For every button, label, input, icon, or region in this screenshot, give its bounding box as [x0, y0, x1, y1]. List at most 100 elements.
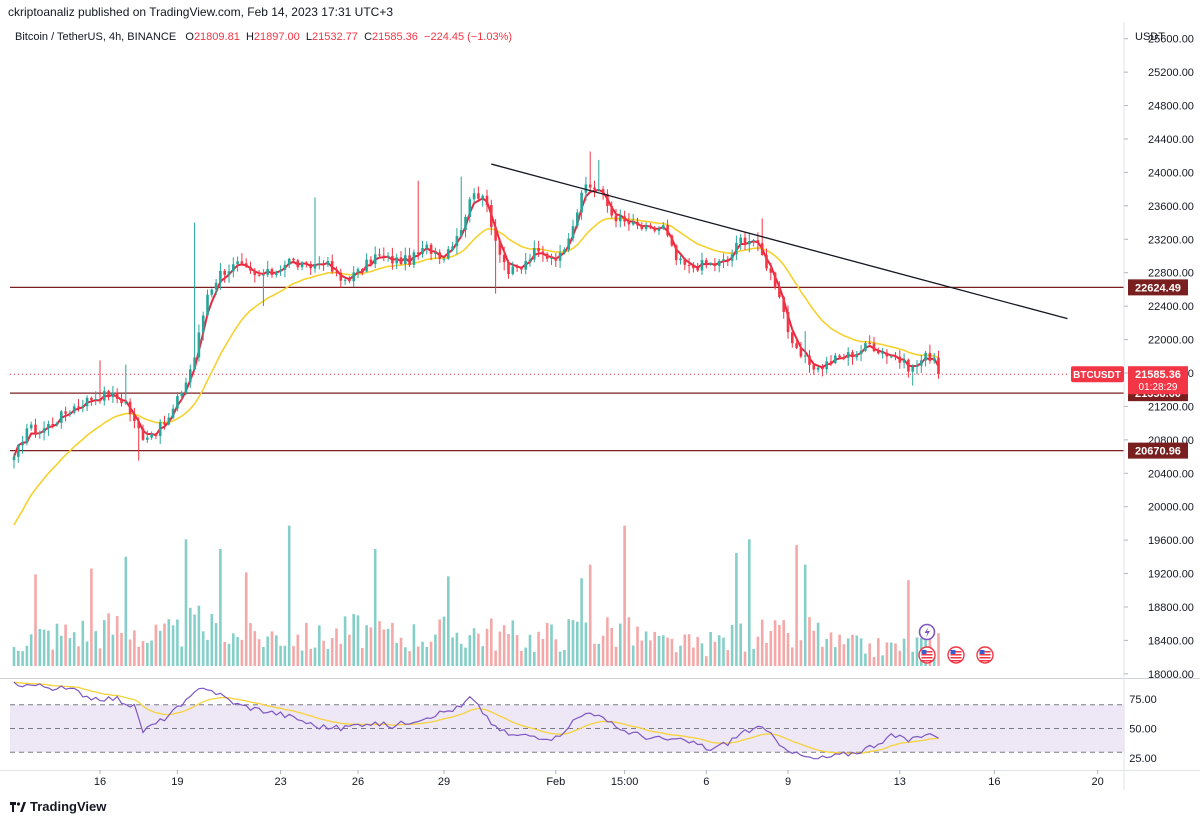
candle-body	[937, 357, 940, 375]
candle-body	[51, 424, 54, 425]
tradingview-logo[interactable]: TradingView	[10, 799, 106, 814]
candle	[115, 388, 119, 404]
candle	[365, 253, 368, 273]
candle	[928, 344, 932, 364]
candle	[735, 235, 738, 261]
volume-bar	[438, 619, 441, 666]
volume-bar	[51, 649, 54, 666]
volume-bar	[150, 640, 153, 666]
candle-body	[502, 254, 506, 263]
candle-body	[438, 252, 441, 259]
candle-body	[932, 357, 936, 361]
candle-body	[748, 241, 751, 245]
candle-body	[210, 289, 214, 295]
flag-canton	[921, 650, 927, 654]
candle	[868, 335, 871, 345]
volume-bar	[898, 650, 902, 666]
rsi-pane[interactable]	[0, 678, 1200, 760]
candle	[601, 186, 605, 200]
candle-body	[77, 406, 80, 408]
horizontal-levels[interactable]	[10, 286, 1124, 452]
volume-bar	[838, 634, 841, 666]
volume-bar	[29, 634, 33, 666]
candle	[103, 386, 106, 406]
candle-body	[528, 259, 532, 261]
candle-body	[399, 257, 403, 264]
volume-bar	[881, 655, 884, 666]
volume-bar	[812, 630, 816, 666]
time-tick-label: 16	[988, 776, 1000, 788]
candle	[511, 261, 515, 276]
candle	[877, 347, 880, 355]
candle-body	[576, 212, 579, 227]
volume-bar	[326, 648, 330, 666]
symbol-title[interactable]: Bitcoin / TetherUS, 4h, BINANCE	[15, 31, 177, 43]
candle-body	[146, 437, 149, 440]
candle	[339, 268, 343, 288]
candle-body	[885, 352, 889, 357]
candle	[29, 421, 33, 431]
volume-bar	[937, 633, 940, 666]
candle	[700, 252, 704, 275]
bar-countdown: 01:28:29	[1139, 382, 1178, 393]
candle	[176, 392, 179, 412]
candle	[795, 337, 798, 350]
time-tick-label: 20	[1091, 776, 1103, 788]
volume-bar	[644, 631, 648, 666]
volume-bar	[236, 637, 239, 666]
candle-body	[825, 361, 828, 370]
volume-bar	[68, 638, 72, 666]
candle	[528, 253, 532, 267]
candle	[236, 256, 239, 272]
candle	[924, 350, 927, 367]
volume-bar	[124, 556, 128, 666]
trendline-drawing[interactable]	[491, 163, 1068, 320]
volume-bar	[193, 614, 196, 666]
candle-body	[631, 221, 635, 225]
candle-body	[773, 272, 777, 288]
event-markers[interactable]	[918, 623, 994, 664]
candle-body	[386, 255, 390, 257]
candles[interactable]	[12, 151, 940, 469]
volume-bar	[851, 634, 854, 666]
candle-body	[214, 282, 218, 290]
volume-bar	[834, 647, 837, 666]
volume-bar	[296, 634, 300, 666]
candle-body	[644, 225, 648, 229]
candle	[778, 281, 781, 299]
volume-bar	[722, 637, 725, 666]
volume-bar	[687, 634, 691, 666]
candle	[120, 393, 123, 407]
volume-bar	[447, 576, 450, 666]
candle	[404, 247, 407, 271]
candle-body	[803, 355, 807, 357]
volume-bar	[167, 619, 171, 666]
open-label: O	[185, 31, 194, 43]
candle	[55, 421, 59, 427]
volume-bar	[429, 641, 433, 666]
candle-body	[352, 272, 355, 282]
time-tick-label: Feb	[546, 776, 565, 788]
volume-bar	[309, 649, 312, 666]
price-tick-label: 23600.00	[1148, 201, 1194, 213]
candle	[881, 347, 884, 359]
candle	[537, 240, 540, 257]
candle	[42, 421, 46, 441]
us-flag-icon	[947, 646, 965, 664]
volume-bar	[378, 621, 381, 666]
volume-bar	[778, 625, 781, 666]
candle	[898, 350, 902, 369]
volume-bar	[47, 630, 50, 666]
axes[interactable]: USDT18000.0018400.0018800.0019200.001960…	[0, 22, 1200, 790]
candle-body	[184, 382, 188, 393]
candle-body	[128, 401, 132, 415]
level-price-tag	[1128, 442, 1188, 459]
candle	[270, 267, 274, 278]
volume-bar	[455, 632, 459, 666]
candle-body	[25, 428, 29, 443]
candle-body	[791, 332, 794, 344]
volume-bar	[434, 634, 437, 666]
tradingview-brand: TradingView	[30, 799, 107, 814]
high-label: H	[245, 31, 254, 43]
